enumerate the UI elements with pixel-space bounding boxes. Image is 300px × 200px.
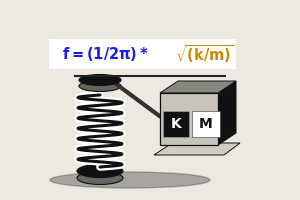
FancyBboxPatch shape xyxy=(163,111,189,137)
Polygon shape xyxy=(160,81,236,93)
Polygon shape xyxy=(218,81,236,145)
Text: $\mathbf{f = (1/2\pi) * }$: $\mathbf{f = (1/2\pi) * }$ xyxy=(62,45,149,63)
Ellipse shape xyxy=(77,164,123,178)
FancyBboxPatch shape xyxy=(49,39,236,69)
Ellipse shape xyxy=(79,80,121,92)
Ellipse shape xyxy=(50,172,210,188)
Text: $\mathbf{\sqrt{(k/m)}}$: $\mathbf{\sqrt{(k/m)}}$ xyxy=(175,43,234,65)
FancyBboxPatch shape xyxy=(192,111,220,137)
Polygon shape xyxy=(154,143,240,155)
Text: K: K xyxy=(171,117,182,131)
Ellipse shape xyxy=(77,171,123,184)
Text: M: M xyxy=(199,117,213,131)
FancyBboxPatch shape xyxy=(160,93,218,145)
Ellipse shape xyxy=(79,74,121,86)
